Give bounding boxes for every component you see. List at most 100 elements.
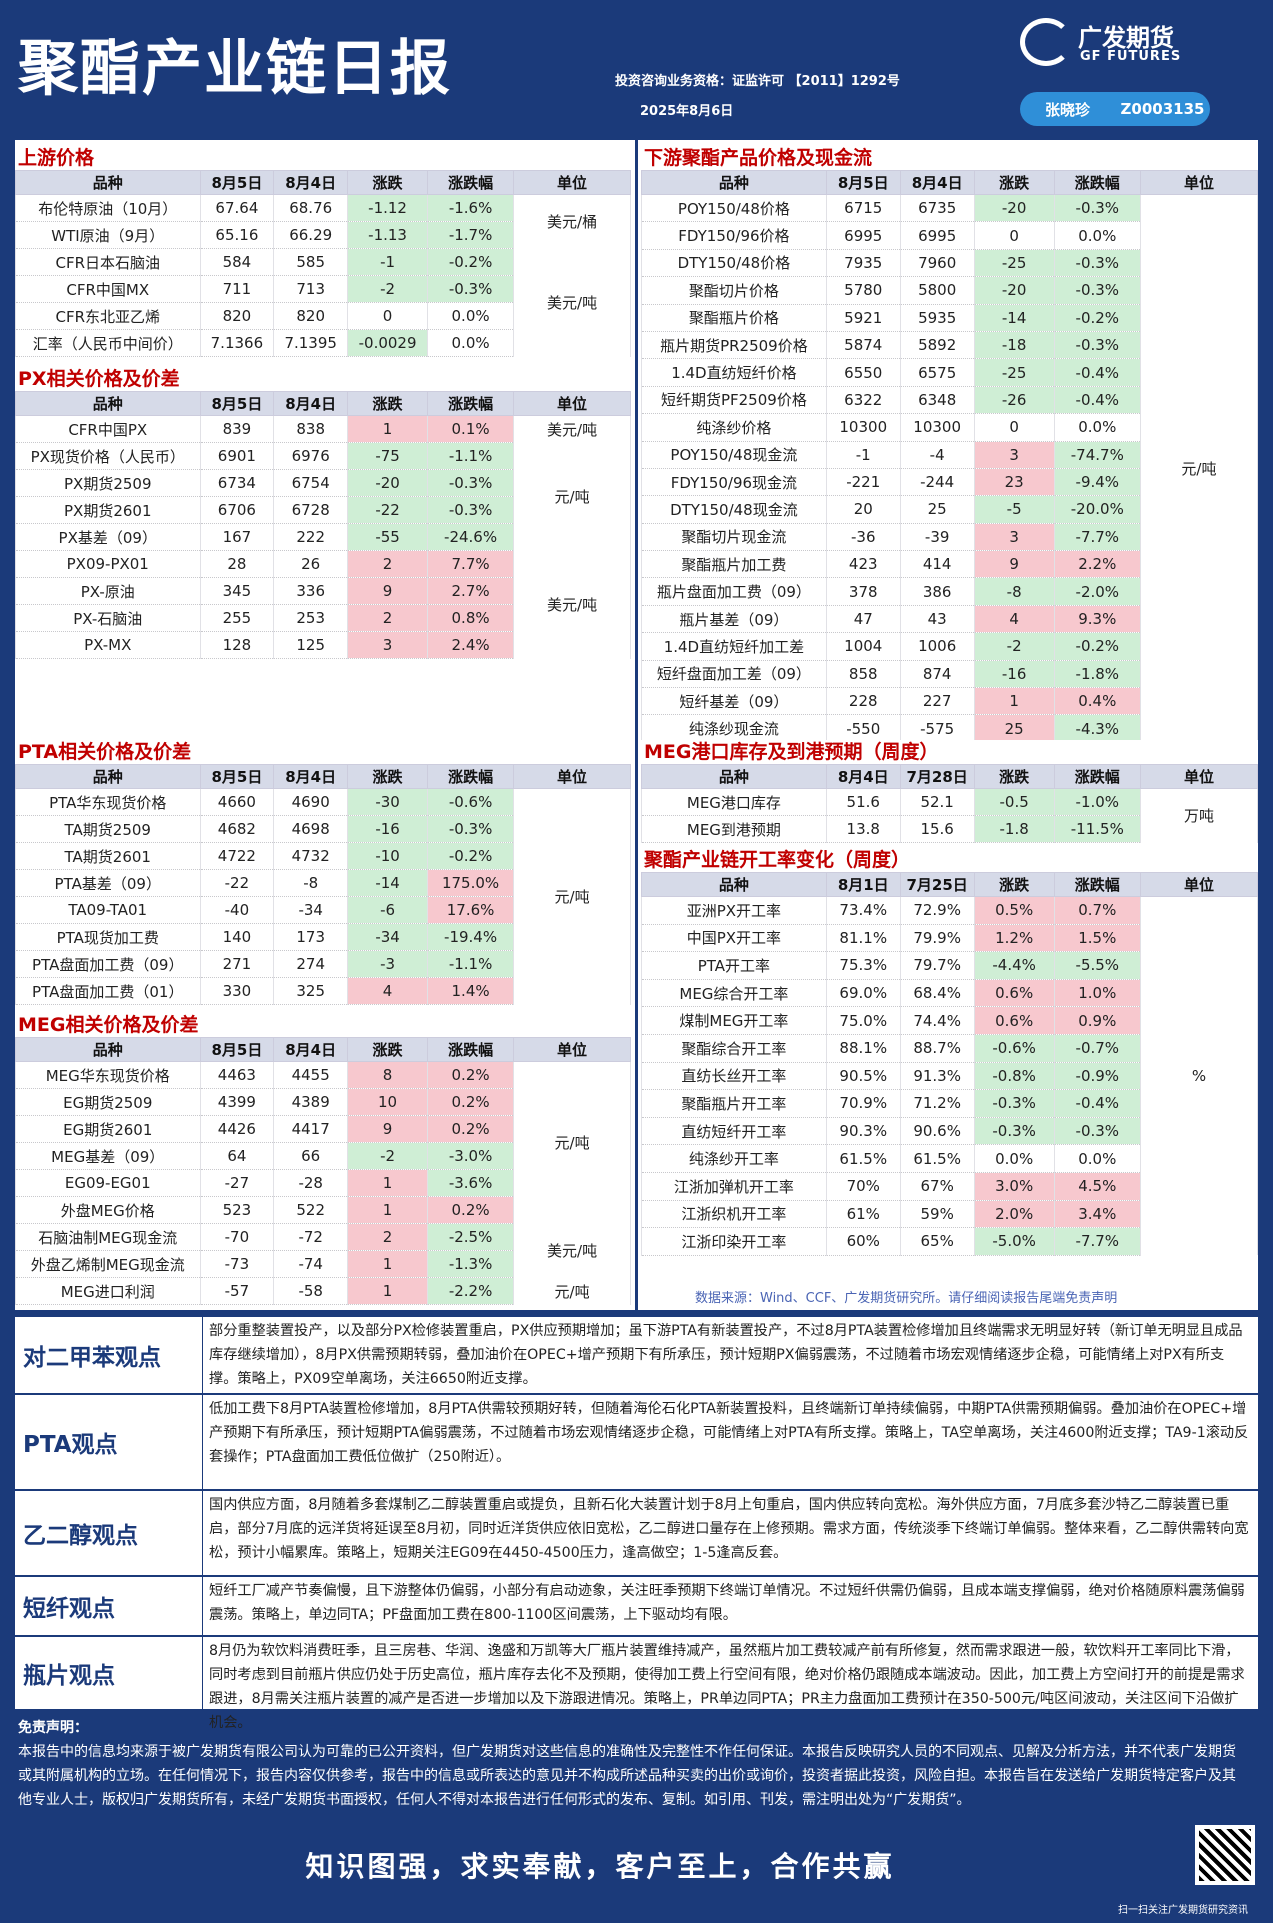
column-header: 品种	[641, 872, 827, 897]
cell-value: 23	[973, 468, 1055, 497]
cell-value: 0.2%	[427, 1061, 515, 1089]
row-label: 布伦特原油（10月）	[15, 194, 201, 222]
cell-value: 0.0%	[973, 1144, 1055, 1173]
cell-value: 64	[199, 1142, 275, 1170]
cell-value: -74.7%	[1053, 441, 1141, 469]
cell-value: -0.3%	[1053, 1117, 1141, 1146]
cell-value: 874	[899, 660, 975, 689]
row-label: 聚酯综合开工率	[641, 1034, 827, 1063]
table-row: 短纤期货PF2509价格 6322 6348 -26 -0.4%	[641, 386, 1258, 415]
cell-value: -0.4%	[1053, 386, 1141, 415]
table-row: DTY150/48现金流 20 25 -5 -20.0%	[641, 495, 1258, 524]
cell-value: -30	[347, 788, 429, 816]
cell-value: -0.7%	[1053, 1034, 1141, 1063]
row-label: PTA盘面加工费（01）	[15, 977, 201, 1005]
cell-value: 4455	[273, 1061, 349, 1089]
section-title: 上游价格	[18, 147, 95, 169]
cell-value: 2.0%	[973, 1200, 1055, 1229]
cell-value: 70%	[825, 1172, 901, 1201]
cell-value: -7.7%	[1053, 523, 1141, 552]
cell-value: 66	[273, 1142, 349, 1170]
cell-value: 1	[347, 1250, 429, 1278]
cell-value: -75	[347, 442, 429, 470]
cell-value: 5892	[899, 331, 975, 360]
row-label: 江浙加弹机开工率	[641, 1172, 827, 1201]
cell-value: 79.7%	[899, 951, 975, 980]
row-label: PTA华东现货价格	[15, 788, 201, 816]
cell-value: 6728	[273, 496, 349, 524]
unit-cell: %	[1139, 896, 1259, 1256]
column-header: 单位	[513, 170, 631, 195]
column-header: 涨跌	[347, 170, 429, 195]
cell-value: -74	[273, 1250, 349, 1278]
column-header: 单位	[1139, 170, 1259, 195]
cell-value: 88.1%	[825, 1034, 901, 1063]
cell-value: -16	[347, 815, 429, 843]
qualification-text: 投资咨询业务资格：证监许可 【2011】1292号	[615, 74, 900, 89]
row-label: PTA基差（09）	[15, 869, 201, 897]
cell-value: 68.4%	[899, 979, 975, 1008]
cell-value: 25	[973, 714, 1055, 743]
cell-value: 51.6	[825, 788, 901, 816]
cell-value: 330	[199, 977, 275, 1005]
unit-cell: 元/吨	[513, 442, 631, 551]
table-row: 聚酯综合开工率 88.1% 88.7% -0.6% -0.7%	[641, 1034, 1258, 1063]
cell-value: -244	[899, 468, 975, 497]
section-title: MEG港口库存及到港预期（周度）	[644, 741, 939, 763]
row-label: 煤制MEG开工率	[641, 1006, 827, 1035]
cell-value: 3	[973, 523, 1055, 552]
row-label: POY150/48现金流	[641, 441, 827, 469]
cell-value: -25	[973, 358, 1055, 387]
cell-value: 585	[273, 248, 349, 276]
column-header: 8月5日	[199, 170, 275, 195]
table-header-row: 品种 8月4日 7月28日 涨跌 涨跌幅 单位	[641, 764, 1259, 789]
cell-value: 6901	[199, 442, 275, 470]
view-text: 国内供应方面，8月随着多套煤制乙二醇装置重启或提负，且新石化大装置计划于8月上旬…	[209, 1497, 1249, 1561]
column-header: 单位	[1139, 872, 1259, 897]
cell-value: 6706	[199, 496, 275, 524]
cell-value: 7.1395	[273, 329, 349, 357]
cell-value: -4.4%	[973, 951, 1055, 980]
downstream-section: 下游聚酯产品价格及现金流 品种 8月5日 8月4日 涨跌 涨跌幅 单位 POY150/48价格…	[641, 146, 1259, 743]
cell-value: -8	[973, 577, 1055, 606]
row-label: 江浙印染开工率	[641, 1227, 827, 1256]
cell-value: 61%	[825, 1200, 901, 1229]
view-text: 部分重整装置投产，以及部分PX检修装置重启，PX供应预期增加；虽下游PTA有新装…	[209, 1323, 1243, 1387]
cell-value: -20	[973, 276, 1055, 305]
view-label: 对二甲苯观点	[15, 1317, 203, 1393]
column-header: 7月25日	[899, 872, 975, 897]
cell-value: -55	[347, 523, 429, 551]
table-row: MEG港口库存 51.6 52.1 -0.5 -1.0% 万吨	[641, 788, 1259, 843]
cell-value: 0.0%	[1053, 1144, 1141, 1173]
cell-value: 5780	[825, 276, 901, 305]
cell-value: 4690	[273, 788, 349, 816]
table-row: PX-MX 128 125 3 2.4%	[15, 631, 631, 659]
cell-value: 336	[273, 577, 349, 605]
cell-value: 71.2%	[899, 1089, 975, 1118]
table-row: 中国PX开工率 81.1% 79.9% 1.2% 1.5%	[641, 924, 1258, 953]
column-header: 8月4日	[273, 391, 349, 416]
row-label: 外盘乙烯制MEG现金流	[15, 1250, 201, 1278]
column-header: 品种	[15, 391, 201, 416]
cell-value: 0.9%	[1053, 1006, 1141, 1035]
unit-cell: 元/吨	[513, 1061, 631, 1224]
cell-value: 6995	[825, 221, 901, 250]
view-row: 短纤观点 短纤工厂减产节奏偏慢，且下游整体仍偏弱，小部分有启动迹象，关注旺季预期下…	[15, 1575, 1258, 1635]
cell-value: -25	[973, 249, 1055, 278]
row-label: MEG华东现货价格	[15, 1061, 201, 1089]
row-label: 亚洲PX开工率	[641, 896, 827, 925]
table-row: PX09-PX01 28 26 2 7.7% 美元/吨	[15, 550, 631, 659]
cell-value: -36	[825, 523, 901, 552]
column-header: 8月1日	[825, 872, 901, 897]
cell-value: 3	[347, 631, 429, 659]
cell-value: 5874	[825, 331, 901, 360]
table-row: PX基差（09） 167 222 -55 -24.6%	[15, 523, 631, 551]
cell-value: -0.4%	[1053, 1089, 1141, 1118]
cell-value: 227	[899, 687, 975, 716]
cell-value: 3.4%	[1053, 1200, 1141, 1229]
cell-value: -550	[825, 714, 901, 743]
table-row: CFR中国PX 839 838 1 0.1% 美元/吨	[15, 415, 631, 443]
cell-value: 59%	[899, 1200, 975, 1229]
cell-value: 4.5%	[1053, 1172, 1141, 1201]
column-header: 品种	[641, 764, 827, 789]
